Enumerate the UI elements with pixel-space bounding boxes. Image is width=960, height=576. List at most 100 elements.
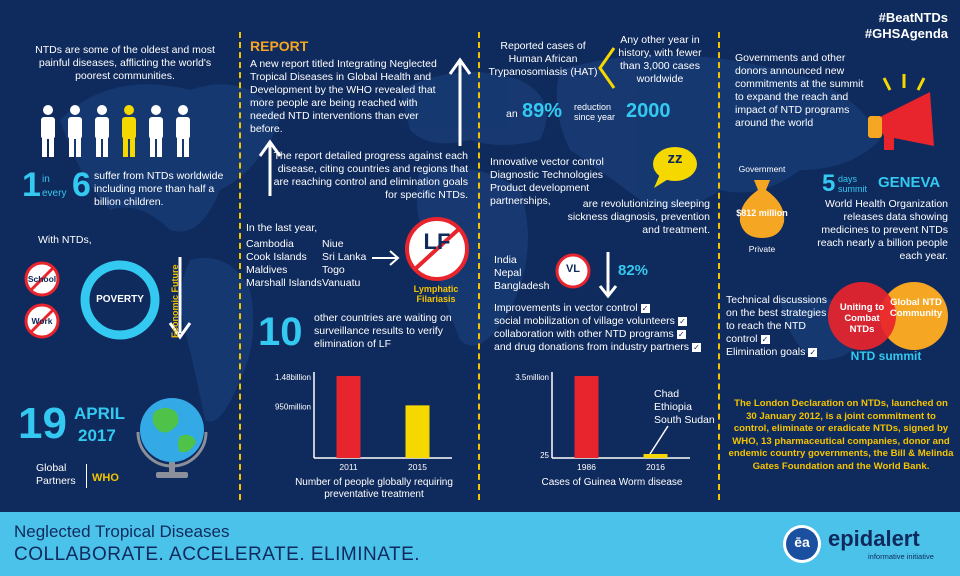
column-divider [239, 32, 241, 500]
global-partners-label: Global Partners [36, 462, 76, 487]
elimination-label: Elimination goals [726, 346, 806, 358]
technical-text: Technical discussions on the best strate… [726, 294, 830, 359]
report-heading: REPORT [250, 38, 309, 54]
vl-icon [555, 253, 591, 289]
improvements-list: Improvements in vector control ✓ social m… [494, 302, 714, 354]
innovation-item: Product development partnerships, [490, 182, 590, 207]
since-year-label: since year [574, 112, 616, 122]
check-icon: ✓ [808, 347, 818, 357]
country-item: Chad [654, 388, 680, 400]
stat-in: in [42, 174, 50, 185]
check-icon: ✓ [760, 334, 770, 344]
school-label: School [27, 274, 57, 284]
improvement-item: collaboration with other NTD programs ✓ [494, 328, 686, 340]
country-item: Togo [322, 264, 345, 276]
amount-label: $812 million [736, 208, 788, 218]
days-label: days [838, 174, 858, 184]
treatment-chart-bar-2011 [336, 376, 361, 458]
guinea-worm-chart-value-label: 3.5million [515, 373, 549, 382]
guinea-worm-chart-value-label: 25 [540, 451, 549, 460]
year-2000: 2000 [626, 100, 671, 122]
country-item: India [494, 254, 517, 266]
treatment-chart-tick-label: 2015 [408, 462, 427, 472]
hat-other-text: Any other year in history, with fewer th… [618, 34, 702, 85]
vl-label: VL [565, 263, 581, 275]
country-item: Cambodia [246, 238, 294, 250]
venn-diagram [828, 282, 948, 350]
sleep-bubble-icon [653, 147, 697, 188]
poverty-label: POVERTY [96, 294, 144, 305]
stat-every: every [42, 188, 67, 199]
last-year-label: In the last year, [246, 222, 318, 234]
preventative-treatment-chart: 1.48billion 2011 950million 2015 Number of p… [275, 372, 453, 500]
column-divider [718, 32, 720, 500]
date-month: APRIL [74, 404, 125, 423]
country-item: Ethiopia [654, 401, 692, 413]
country-item: Cook Islands [246, 251, 307, 263]
pointer-line [649, 425, 669, 455]
pct-89: 89% [522, 100, 563, 122]
country-item: Niue [322, 238, 344, 250]
stat-one: 1 [22, 166, 41, 204]
guinea-worm-chart-bar-2016 [643, 454, 668, 458]
check-icon: ✓ [640, 303, 650, 313]
zz-label: zz [667, 150, 683, 167]
geneva-label: GENEVA [878, 174, 941, 191]
hat-text: Reported cases of Human African Trypanos… [488, 40, 598, 78]
one-in-six-stat: 1 in every 6 suffer from NTDs worldwide … [22, 168, 232, 208]
brand-subtitle: informative initiative [868, 552, 934, 561]
hashtag-beatntds: #BeatNTDs [878, 10, 948, 25]
innovations-list: Innovative vector control Diagnostic Tec… [490, 156, 650, 208]
globe-icon [136, 398, 208, 478]
intro-text: NTDs are some of the oldest and most pai… [35, 44, 215, 82]
improvement-item: Improvements in vector control ✓ [494, 302, 650, 314]
hat-reduction-stat: an 89% reduction since year 2000 [506, 100, 716, 130]
london-declaration-text: The London Declaration on NTDs, launched… [728, 398, 954, 472]
column-divider [478, 32, 480, 500]
with-ntds-label: With NTDs, [38, 234, 92, 246]
country-item: Maldives [246, 264, 288, 276]
guinea-worm-chart-bar-1986 [574, 376, 599, 458]
country-item: Nepal [494, 267, 522, 279]
lf-crossed-icon [405, 217, 469, 281]
countries-left: Cambodia Cook Islands Maldives Marshall … [246, 238, 322, 290]
poverty-diagram [24, 257, 192, 340]
global-community-label: Global NTD Community [889, 297, 943, 319]
treatment-chart-tick-label: 2011 [339, 462, 358, 472]
megaphone-icon [868, 74, 934, 150]
check-icon: ✓ [676, 329, 686, 339]
up-arrow-icon [258, 139, 282, 196]
treatment-chart-x-label: Number of people globally requiring [295, 477, 453, 488]
guinea-worm-chart-tick-label: 2016 [646, 462, 665, 472]
uniting-label: Uniting to Combat NTDs [839, 302, 885, 335]
treatment-chart-value-label: 950million [275, 402, 311, 411]
footer-title: Neglected Tropical Diseases [14, 522, 230, 541]
right-arrow-icon [372, 250, 400, 266]
lf-disease-label: Lymphatic Filariasis [413, 284, 459, 304]
gw-countries: Chad Ethiopia South Sudan [654, 388, 724, 427]
check-icon: ✓ [677, 316, 687, 326]
days-number: 5 [822, 170, 836, 197]
country-item: South Sudan [654, 414, 715, 426]
improvement-item: and drug donations from industry partner… [494, 341, 701, 353]
vl-countries: India Nepal Bangladesh [494, 254, 549, 293]
report-text: A new report titled Integrating Neglecte… [250, 58, 437, 135]
down-arrow-icon [598, 252, 618, 299]
hashtag-ghsagenda: #GHSAgenda [864, 26, 948, 41]
summit-label: summit [838, 184, 867, 194]
who-label: WHO [92, 472, 119, 484]
improvement-item: social mobilization of village volunteer… [494, 315, 687, 327]
country-item: Sri Lanka [322, 251, 367, 263]
bracket-icon [598, 47, 616, 89]
up-arrow-icon [448, 57, 472, 146]
technical-label: Technical discussions on the best strate… [726, 294, 827, 345]
date-year: 2017 [78, 426, 116, 445]
brand-mark: ēa [794, 534, 810, 550]
guinea-worm-chart-tick-label: 1986 [577, 462, 596, 472]
footer-tagline: COLLABORATE. ACCELERATE. ELIMINATE. [14, 544, 421, 565]
country-item: Marshall Islands [246, 277, 322, 289]
innovation-item: Diagnostic Technologies [490, 169, 604, 181]
an-label: an [506, 108, 518, 120]
private-label: Private [748, 244, 776, 254]
reduction-label: reduction [574, 102, 612, 112]
